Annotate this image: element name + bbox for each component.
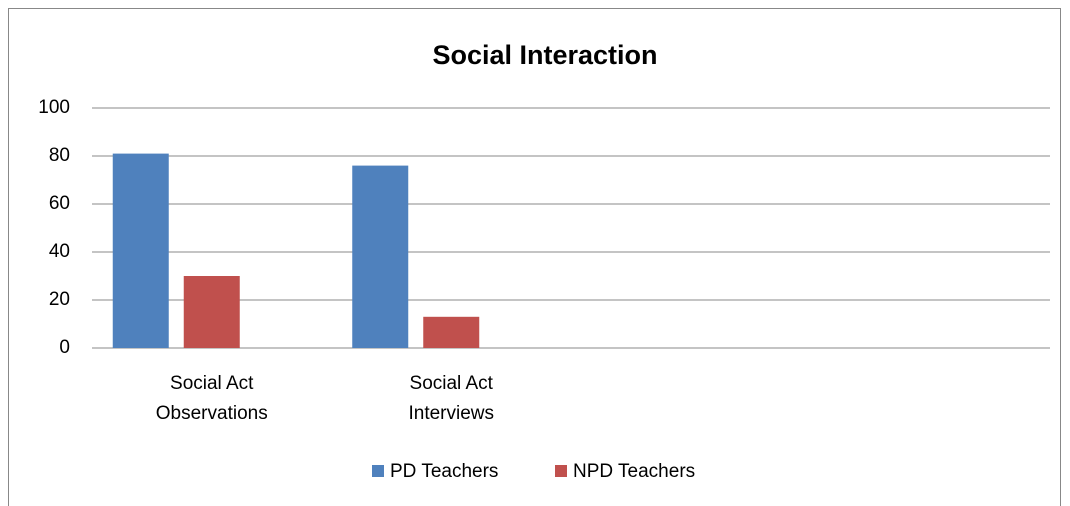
x-tick-label: Social Act Observations xyxy=(156,373,268,424)
legend-swatch xyxy=(372,465,384,477)
legend-swatch xyxy=(555,465,567,477)
bar xyxy=(423,316,480,348)
bar xyxy=(183,276,240,348)
chart-title: Social Interaction xyxy=(432,40,657,70)
legend-label: PD Teachers xyxy=(390,461,498,482)
x-tick-label: Social Act Interviews xyxy=(408,373,494,424)
y-tick-label: 80 xyxy=(49,145,70,166)
y-tick-label: 40 xyxy=(49,241,70,262)
bar xyxy=(112,153,169,348)
y-tick-label: 60 xyxy=(49,193,70,214)
y-tick-label: 0 xyxy=(59,337,70,358)
y-tick-label: 100 xyxy=(38,97,70,118)
y-tick-label: 20 xyxy=(49,289,70,310)
legend-label: NPD Teachers xyxy=(573,461,695,482)
chart-border xyxy=(8,8,1061,506)
bar xyxy=(352,165,409,348)
